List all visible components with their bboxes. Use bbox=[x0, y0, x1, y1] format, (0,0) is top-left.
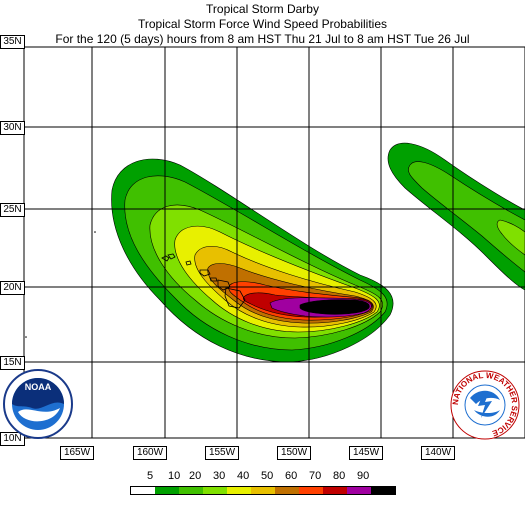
legend-swatch bbox=[299, 487, 323, 494]
legend-value: 40 bbox=[237, 470, 250, 482]
legend-value: 10 bbox=[168, 470, 181, 482]
legend-swatch bbox=[203, 487, 227, 494]
contour-90 bbox=[299, 299, 370, 315]
time-period-title: For the 120 (5 days) hours from 8 am HST… bbox=[55, 32, 470, 46]
probability-contours bbox=[111, 142, 525, 363]
lon-label-155w: 155W bbox=[205, 446, 239, 460]
legend-value: 90 bbox=[357, 470, 370, 482]
lat-lon-grid bbox=[24, 47, 525, 438]
nws-logo: NATIONAL WEATHER SERVICE bbox=[450, 370, 520, 440]
hawaiian-islands bbox=[161, 253, 246, 309]
legend-value: 60 bbox=[285, 470, 298, 482]
legend-swatch bbox=[275, 487, 299, 494]
legend-color-bar bbox=[130, 486, 396, 495]
legend-swatch bbox=[131, 487, 155, 494]
lat-label-15n: 15N bbox=[0, 356, 25, 370]
lat-label-20n: 20N bbox=[0, 281, 25, 295]
legend-value: 70 bbox=[309, 470, 322, 482]
lon-label-165w: 165W bbox=[60, 446, 94, 460]
lat-label-25n: 25N bbox=[0, 203, 25, 217]
legend-swatch bbox=[347, 487, 371, 494]
legend-value: 50 bbox=[261, 470, 274, 482]
lat-label-35n: 35N bbox=[0, 35, 25, 49]
legend-value: 5 bbox=[147, 470, 154, 482]
legend-value: 20 bbox=[189, 470, 202, 482]
legend-swatch bbox=[179, 487, 203, 494]
lat-label-30n: 30N bbox=[0, 121, 25, 135]
storm-title: Tropical Storm Darby bbox=[206, 2, 319, 16]
contour-10-east bbox=[408, 161, 525, 273]
noaa-logo: NOAA bbox=[3, 369, 73, 439]
legend-swatch bbox=[323, 487, 347, 494]
lon-label-140w: 140W bbox=[421, 446, 455, 460]
legend-swatch bbox=[227, 487, 251, 494]
contour-20-east bbox=[496, 219, 525, 256]
lat-label-10n: 10N bbox=[0, 432, 25, 446]
legend-swatch bbox=[251, 487, 275, 494]
legend-swatch bbox=[155, 487, 179, 494]
lon-label-145w: 145W bbox=[349, 446, 383, 460]
svg-text:NOAA: NOAA bbox=[25, 382, 52, 392]
lon-label-160w: 160W bbox=[133, 446, 167, 460]
lon-label-150w: 150W bbox=[277, 446, 311, 460]
legend-value: 30 bbox=[213, 470, 226, 482]
product-title: Tropical Storm Force Wind Speed Probabil… bbox=[138, 17, 387, 31]
legend-value: 80 bbox=[333, 470, 346, 482]
legend-swatch bbox=[371, 487, 395, 494]
